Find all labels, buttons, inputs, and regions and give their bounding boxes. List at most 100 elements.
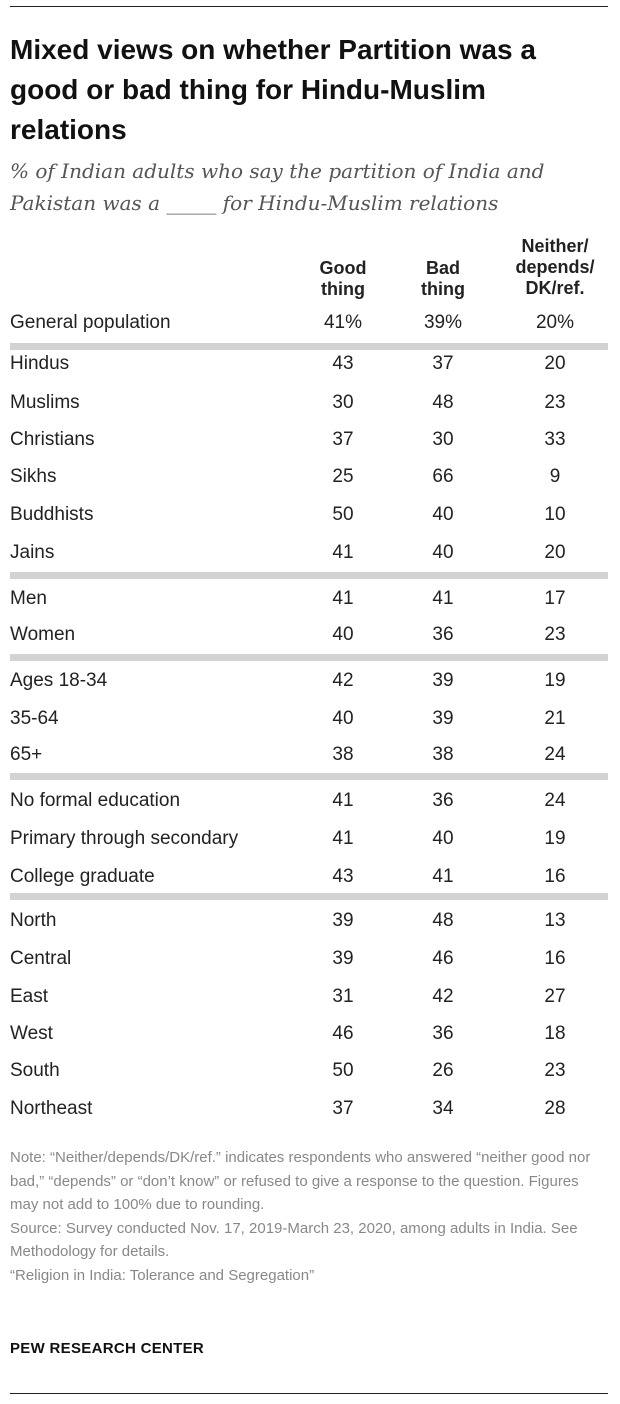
table-row: Northeast 37 34 28 [0, 1091, 620, 1127]
bad-thing-value: 36 [432, 624, 454, 645]
good-thing-value: 50 [332, 504, 354, 525]
good-thing-value: 42 [332, 670, 354, 691]
neither-value: 24 [544, 744, 566, 765]
neither-value: 9 [549, 466, 561, 487]
bad-thing-value: 46 [432, 948, 454, 969]
good-thing-value: 41 [332, 828, 354, 849]
row-label: Christians [10, 429, 95, 450]
row-label: General population [10, 312, 171, 333]
bad-thing-value: 26 [432, 1060, 454, 1081]
brand-logo-text: PEW RESEARCH CENTER [10, 1340, 205, 1357]
table-row: Ages 18-34 42 39 19 [0, 663, 620, 699]
column-header-bad: Bad thing [421, 258, 465, 299]
bad-thing-value: 37 [432, 353, 454, 374]
table-row: North 39 48 13 [0, 903, 620, 939]
table-row: 65+ 38 38 24 [0, 737, 620, 773]
neither-value: 20 [544, 542, 566, 563]
row-label: East [10, 986, 49, 1007]
table-row: Jains 41 40 20 [0, 535, 620, 571]
table-row: College graduate 43 41 16 [0, 859, 620, 895]
neither-value: 18 [544, 1023, 566, 1044]
bad-thing-value: 48 [432, 910, 454, 931]
good-thing-value: 41% [323, 312, 363, 333]
good-thing-value: 43 [332, 866, 354, 887]
neither-value: 16 [544, 948, 566, 969]
row-label: Men [10, 588, 47, 609]
group-separator [10, 572, 608, 579]
neither-value: 23 [544, 1060, 566, 1081]
bad-thing-value: 66 [432, 466, 454, 487]
group-separator [10, 654, 608, 661]
bad-thing-value: 39% [423, 312, 463, 333]
neither-value: 23 [544, 392, 566, 413]
table-row: Primary through secondary 41 40 19 [0, 821, 620, 857]
column-header-neither: Neither/ depends/ DK/ref. [515, 236, 595, 298]
good-thing-value: 41 [332, 790, 354, 811]
table-row: Muslims 30 48 23 [0, 385, 620, 421]
bad-thing-value: 36 [432, 790, 454, 811]
column-header-good: Good thing [319, 258, 367, 299]
table-row: Buddhists 50 40 10 [0, 497, 620, 533]
note-text: Note: “Neither/depends/DK/ref.” indicate… [10, 1149, 591, 1214]
table-row: Women 40 36 23 [0, 617, 620, 653]
neither-value: 20% [535, 312, 575, 333]
bad-thing-value: 48 [432, 392, 454, 413]
good-thing-value: 38 [332, 744, 354, 765]
group-separator [10, 893, 608, 900]
neither-value: 16 [544, 866, 566, 887]
neither-value: 23 [544, 624, 566, 645]
neither-value: 10 [544, 504, 566, 525]
source-text: Source: Survey conducted Nov. 17, 2019-M… [10, 1219, 578, 1261]
row-label: North [10, 910, 57, 931]
bad-thing-value: 40 [432, 504, 454, 525]
row-label: South [10, 1060, 60, 1081]
group-separator [10, 773, 608, 780]
good-thing-value: 40 [332, 624, 354, 645]
table-row: Christians 37 30 33 [0, 422, 620, 458]
good-thing-value: 39 [332, 910, 354, 931]
neither-value: 19 [544, 828, 566, 849]
bad-thing-value: 42 [432, 986, 454, 1007]
bad-thing-value: 30 [432, 429, 454, 450]
good-thing-value: 30 [332, 392, 354, 413]
bad-thing-value: 41 [432, 588, 454, 609]
row-label: Jains [10, 542, 55, 563]
good-thing-value: 25 [332, 466, 354, 487]
row-label: No formal education [10, 790, 181, 811]
good-thing-value: 39 [332, 948, 354, 969]
bad-thing-value: 39 [432, 670, 454, 691]
bad-thing-value: 34 [432, 1098, 454, 1119]
row-label: 65+ [10, 744, 43, 765]
good-thing-value: 43 [332, 353, 354, 374]
chart-subtitle: % of Indian adults who say the partition… [10, 159, 545, 215]
table-row: Men 41 41 17 [0, 581, 620, 617]
row-label: College graduate [10, 866, 155, 887]
bad-thing-value: 36 [432, 1023, 454, 1044]
table-row: Central 39 46 16 [0, 941, 620, 977]
neither-value: 21 [544, 708, 566, 729]
row-label: Primary through secondary [10, 828, 239, 849]
row-label: West [10, 1023, 53, 1044]
table-row: East 31 42 27 [0, 979, 620, 1015]
bad-thing-value: 39 [432, 708, 454, 729]
good-thing-value: 31 [332, 986, 354, 1007]
neither-value: 19 [544, 670, 566, 691]
row-label: Sikhs [10, 466, 57, 487]
row-label: Ages 18-34 [10, 670, 108, 691]
neither-value: 20 [544, 353, 566, 374]
table-row: No formal education 41 36 24 [0, 783, 620, 819]
good-thing-value: 50 [332, 1060, 354, 1081]
group-separator [10, 343, 608, 350]
table-row: Sikhs 25 66 9 [0, 459, 620, 495]
table-row: West 46 36 18 [0, 1016, 620, 1052]
report-title: “Religion in India: Tolerance and Segreg… [10, 1266, 315, 1284]
good-thing-value: 41 [332, 542, 354, 563]
row-label: Women [10, 624, 76, 645]
row-label: Hindus [10, 353, 70, 374]
neither-value: 24 [544, 790, 566, 811]
chart-title: Mixed views on whether Partition was a g… [10, 34, 536, 145]
bottom-rule [10, 1393, 608, 1394]
bad-thing-value: 41 [432, 866, 454, 887]
bad-thing-value: 40 [432, 542, 454, 563]
neither-value: 28 [544, 1098, 566, 1119]
